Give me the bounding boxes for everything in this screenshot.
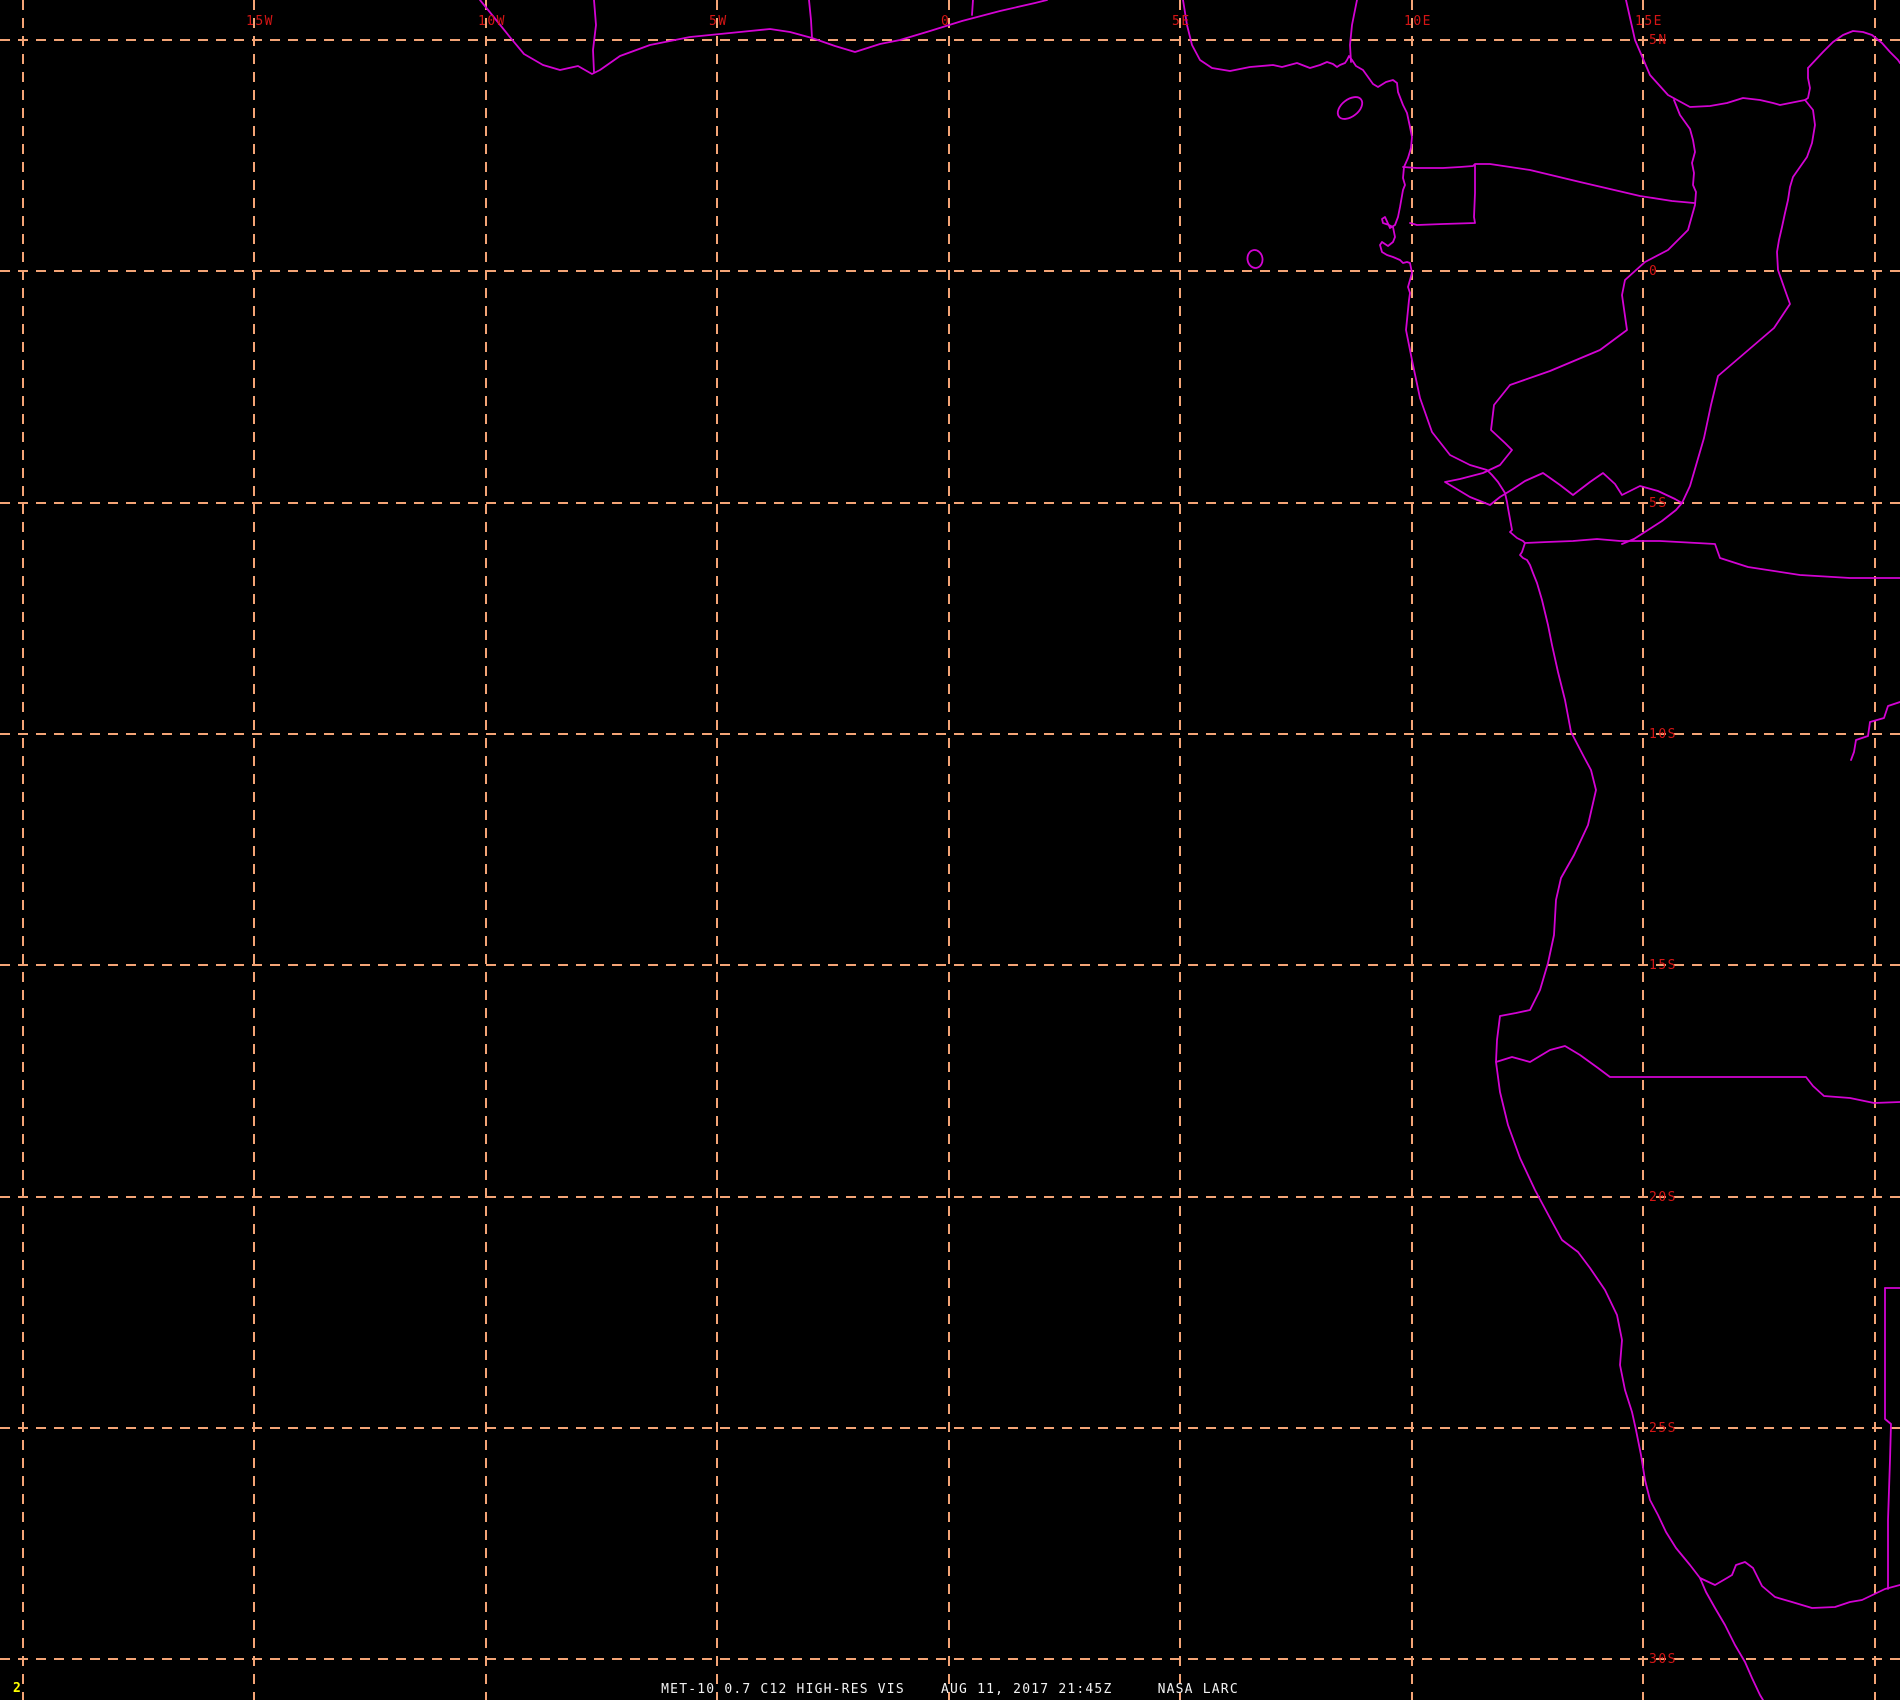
border-path	[1444, 99, 1697, 506]
longitude-label: 15W	[246, 14, 274, 29]
bioko-island	[1336, 96, 1364, 120]
latitude-label: 20S	[1649, 1190, 1677, 1205]
latitude-label: 5S	[1649, 496, 1668, 511]
border-path	[1699, 1561, 1900, 1609]
longitude-label: 5E	[1172, 14, 1191, 29]
latitude-label: 30S	[1649, 1652, 1677, 1667]
latitude-label: 25S	[1649, 1421, 1677, 1436]
border-path	[1495, 1045, 1900, 1104]
border-path	[1621, 99, 1816, 545]
longitude-label: 15E	[1635, 14, 1663, 29]
border-path	[592, 0, 597, 73]
latitude-label: 10S	[1649, 727, 1677, 742]
border-path	[1807, 30, 1900, 69]
latitude-label: 15S	[1649, 958, 1677, 973]
longitude-label: 0	[941, 14, 950, 29]
longitude-label: 10E	[1404, 14, 1432, 29]
border-path	[1409, 164, 1476, 226]
border-path	[1402, 163, 1695, 204]
border-path	[1524, 538, 1900, 579]
longitude-label: 10W	[478, 14, 506, 29]
border-path	[808, 0, 813, 39]
border-path	[1884, 1287, 1892, 1590]
coordinate-labels: 15W 10W 5W 0 5E 10E 15E 5N 0 5S 10S 15S 20S 25S 30S	[246, 14, 1677, 1667]
coastline-path	[479, 0, 1048, 75]
border-path	[1804, 67, 1811, 101]
image-caption: MET-10 0.7 C12 HIGH-RES VIS AUG 11, 2017…	[661, 1682, 1239, 1697]
border-path	[1625, 0, 1806, 108]
latitude-label: 0	[1649, 264, 1658, 279]
border-path	[1850, 701, 1900, 761]
coastline-path	[1182, 0, 1764, 1700]
sao-tome-island	[1246, 249, 1264, 269]
border-path	[971, 0, 974, 16]
longitude-label: 5W	[709, 14, 728, 29]
latitude-label: 5N	[1649, 33, 1668, 48]
border-path	[1349, 0, 1358, 63]
frame-number: 2	[13, 1681, 21, 1696]
coastline-overlay	[479, 0, 1900, 1700]
